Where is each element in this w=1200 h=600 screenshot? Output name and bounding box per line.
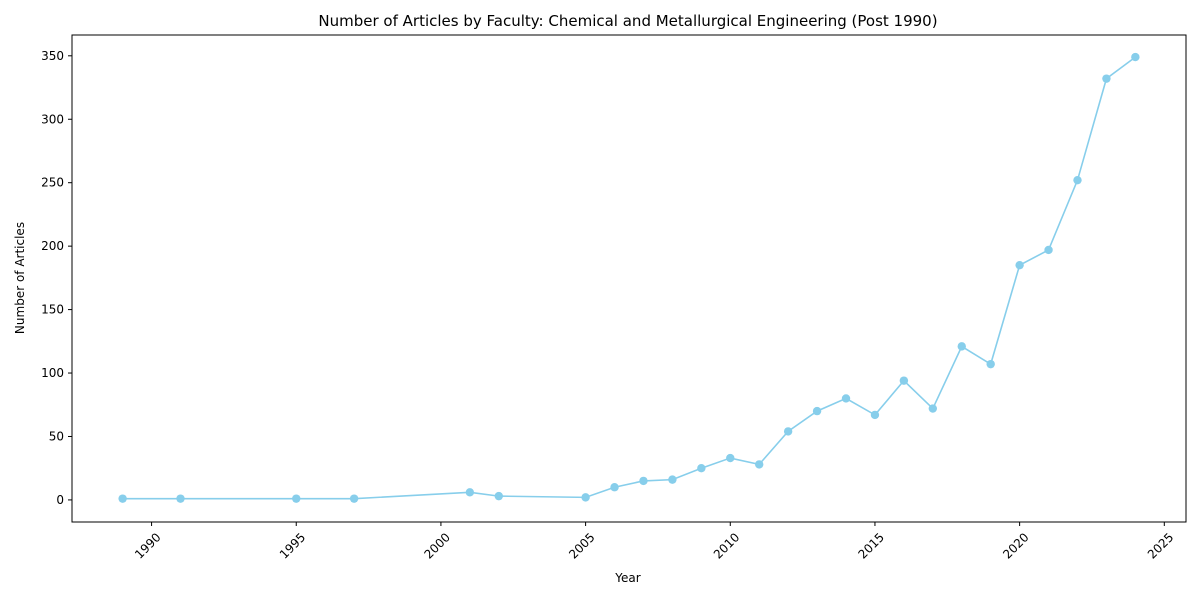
x-axis: 1990 1995 2000 2005 2010 2015 2020 2025: [132, 522, 1176, 562]
data-point: [841, 394, 851, 403]
data-point: [1131, 52, 1140, 62]
data-point: [986, 359, 995, 369]
x-tick-label: 1995: [277, 530, 308, 561]
x-tick-label: 2005: [566, 530, 597, 561]
x-tick-label: 2000: [421, 530, 452, 561]
y-tick-label: 150: [41, 303, 64, 317]
data-point: [1073, 175, 1082, 185]
data-point: [465, 488, 475, 497]
data-point: [118, 494, 127, 503]
y-tick-label: 200: [41, 239, 64, 253]
data-point: [726, 453, 735, 463]
x-tick-label: 2010: [711, 530, 742, 561]
data-point: [1015, 260, 1024, 270]
y-axis: 0 50 100 150 200 250 300 350: [41, 49, 72, 507]
data-point: [812, 406, 822, 416]
data-point: [668, 475, 677, 484]
data-point: [870, 410, 880, 420]
data-point: [639, 476, 648, 486]
series-line: [122, 56, 1136, 500]
axes-frame: [71, 34, 1187, 523]
y-tick-label: 350: [41, 49, 64, 63]
data-point: [755, 460, 764, 469]
data-point: [176, 494, 185, 503]
y-tick-label: 300: [41, 112, 64, 126]
data-point: [697, 463, 706, 473]
x-axis-label: Year: [614, 571, 640, 585]
y-tick-label: 100: [41, 366, 64, 380]
data-point: [292, 494, 301, 503]
data-point: [1102, 74, 1111, 83]
y-tick-label: 50: [49, 429, 64, 443]
data-point: [581, 493, 590, 502]
y-tick-label: 250: [41, 176, 64, 190]
data-point: [1044, 245, 1053, 255]
x-tick-label: 2025: [1145, 530, 1176, 561]
data-point: [783, 427, 793, 436]
x-tick-label: 2020: [1000, 530, 1031, 561]
data-point: [494, 491, 503, 501]
y-axis-label: Number of Articles: [13, 222, 27, 334]
data-point: [899, 376, 909, 385]
y-tick-label: 0: [56, 493, 64, 507]
data-point: [957, 342, 966, 351]
x-tick-label: 2015: [856, 530, 887, 561]
data-point: [610, 483, 619, 492]
x-tick-label: 1990: [132, 530, 163, 561]
chart-title: Number of Articles by Faculty: Chemical …: [318, 12, 937, 30]
data-point: [349, 494, 359, 503]
series-layer: [118, 52, 1140, 503]
data-point: [928, 404, 938, 413]
